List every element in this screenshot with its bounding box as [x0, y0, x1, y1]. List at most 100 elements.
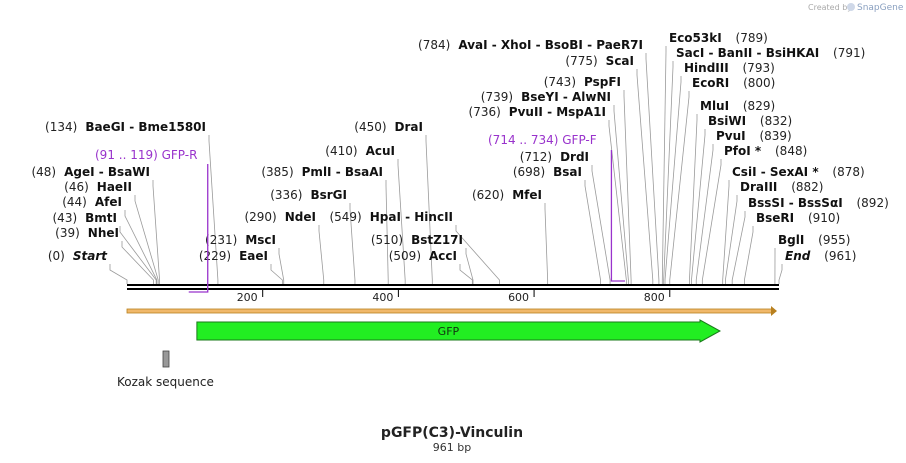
site-saci-banii-bsihkai-label[interactable]: SacI - BanII - BsiHKAI (791): [676, 46, 865, 60]
site-agei-bsawi[interactable]: (48) AgeI - BsaWI: [31, 165, 150, 179]
primer-91-119-gfp-r[interactable]: (91 .. 119) GFP-R: [95, 148, 209, 293]
site-pmli-bsaai-label[interactable]: (385) PmlI - BsaAI: [261, 165, 383, 179]
site-pvui-label[interactable]: PvuI (839): [716, 129, 792, 143]
site-bmti-label[interactable]: (43) BmtI: [53, 211, 118, 225]
site-afei[interactable]: (44) AfeI: [62, 195, 122, 209]
site-pspfi-label[interactable]: (743) PspFI: [544, 75, 621, 89]
site-bsiwi[interactable]: BsiWI (832): [708, 114, 792, 128]
site-hindiii[interactable]: HindIII (793): [684, 61, 775, 75]
site-pmli-bsaai-position: (385): [261, 165, 293, 179]
features: GFP Kozak sequence: [117, 319, 722, 389]
site-nhei[interactable]: (39) NheI: [55, 226, 119, 240]
site-nhei-label[interactable]: (39) NheI: [55, 226, 119, 240]
site-bseyi-alwni[interactable]: (739) BseYI - AlwNI: [481, 90, 611, 104]
primer-label[interactable]: (91 .. 119) GFP-R: [95, 148, 197, 162]
site-end-label[interactable]: End (961): [785, 249, 856, 263]
feature-label: Kozak sequence: [117, 375, 214, 389]
site-msci-label[interactable]: (231) MscI: [205, 233, 276, 247]
site-ndei-label[interactable]: (290) NdeI: [244, 210, 316, 224]
site-bsiwi-label[interactable]: BsiWI (832): [708, 114, 792, 128]
site-pvuii-mspa1i[interactable]: (736) PvuII - MspA1I: [469, 105, 606, 119]
site-agei-bsawi-label[interactable]: (48) AgeI - BsaWI: [31, 165, 150, 179]
site-pvuii-mspa1i-label[interactable]: (736) PvuII - MspA1I: [469, 105, 606, 119]
site-bsrgi[interactable]: (336) BsrGI: [270, 188, 347, 202]
site-drai-label[interactable]: (450) DraI: [354, 120, 423, 134]
site-scai-label[interactable]: (775) ScaI: [565, 54, 634, 68]
site-afei-label[interactable]: (44) AfeI: [62, 195, 122, 209]
site-csii-sexai-name: CsiI - SexAI *: [732, 165, 819, 179]
site-drdi[interactable]: (712) DrdI: [520, 150, 589, 164]
site-acci[interactable]: (509) AccI: [389, 249, 457, 263]
site-bseyi-alwni-label[interactable]: (739) BseYI - AlwNI: [481, 90, 611, 104]
site-bsssi-bsss-i-label[interactable]: BssSI - BssSαI (892): [748, 196, 889, 210]
site-bsai-label[interactable]: (698) BsaI: [513, 165, 582, 179]
site-acci-label[interactable]: (509) AccI: [389, 249, 457, 263]
site-draiii-position: (882): [787, 180, 823, 194]
site-bsai[interactable]: (698) BsaI: [513, 165, 582, 179]
site-mlui-label[interactable]: MluI (829): [700, 99, 775, 113]
site-start-label[interactable]: (0) Start: [48, 249, 108, 263]
site-drai-connector: [425, 135, 433, 284]
site-scai[interactable]: (775) ScaI: [565, 54, 634, 68]
site-csii-sexai[interactable]: CsiI - SexAI * (878): [732, 165, 865, 179]
site-start[interactable]: (0) Start: [48, 249, 108, 263]
site-eaei[interactable]: (229) EaeI: [199, 249, 268, 263]
feature-label: GFP: [438, 325, 460, 338]
site-hindiii-label[interactable]: HindIII (793): [684, 61, 775, 75]
site-bsrgi-label[interactable]: (336) BsrGI: [270, 188, 347, 202]
site-pfoi[interactable]: PfoI * (848): [724, 144, 807, 158]
site-pvui-position: (839): [756, 129, 792, 143]
site-baegi-bme1580i-label[interactable]: (134) BaeGI - Bme1580I: [45, 120, 206, 134]
site-avai-xhoi-bsobi-paer7i-label[interactable]: (784) AvaI - XhoI - BsoBI - PaeR7I: [418, 38, 643, 52]
site-mlui[interactable]: MluI (829): [700, 99, 775, 113]
site-acui-label[interactable]: (410) AcuI: [325, 144, 395, 158]
site-csii-sexai-label[interactable]: CsiI - SexAI * (878): [732, 165, 865, 179]
site-hpai-hincii[interactable]: (549) HpaI - HincII: [329, 210, 453, 224]
site-bseri[interactable]: BseRI (910): [756, 211, 840, 225]
tick-label: 400: [372, 291, 393, 304]
site-baegi-bme1580i[interactable]: (134) BaeGI - Bme1580I: [45, 120, 206, 134]
primer-arrow[interactable]: [188, 164, 209, 293]
site-draiii-label[interactable]: DraIII (882): [740, 180, 823, 194]
site-haeii[interactable]: (46) HaeII: [64, 180, 132, 194]
site-scai-name: ScaI: [606, 54, 634, 68]
site-msci[interactable]: (231) MscI: [205, 233, 276, 247]
site-mfei[interactable]: (620) MfeI: [472, 188, 542, 202]
site-ndei[interactable]: (290) NdeI: [244, 210, 316, 224]
site-pvui[interactable]: PvuI (839): [716, 129, 792, 143]
site-bgli[interactable]: BglI (955): [778, 233, 850, 247]
site-acui[interactable]: (410) AcuI: [325, 144, 395, 158]
site-bgli-label[interactable]: BglI (955): [778, 233, 850, 247]
site-haeii-label[interactable]: (46) HaeII: [64, 180, 132, 194]
site-bstz17i[interactable]: (510) BstZ17I: [371, 233, 463, 247]
feature-arrow[interactable]: [196, 319, 722, 343]
feature-kozak-sequence[interactable]: Kozak sequence: [117, 350, 214, 389]
site-end[interactable]: End (961): [785, 249, 856, 263]
site-eco53ki-label[interactable]: Eco53kI (789): [669, 31, 768, 45]
feature-gfp[interactable]: GFP: [196, 319, 722, 343]
site-drai[interactable]: (450) DraI: [354, 120, 423, 134]
site-draiii[interactable]: DraIII (882): [740, 180, 823, 194]
site-pmli-bsaai[interactable]: (385) PmlI - BsaAI: [261, 165, 383, 179]
site-drdi-label[interactable]: (712) DrdI: [520, 150, 589, 164]
site-saci-banii-bsihkai[interactable]: SacI - BanII - BsiHKAI (791): [676, 46, 865, 60]
site-pvuii-mspa1i-connector: [608, 120, 627, 284]
feature-box[interactable]: [162, 350, 170, 368]
site-ecori[interactable]: EcoRI (800): [692, 76, 775, 90]
primer-arrow[interactable]: [610, 150, 625, 282]
site-hpai-hincii-label[interactable]: (549) HpaI - HincII: [329, 210, 453, 224]
site-eco53ki[interactable]: Eco53kI (789): [669, 31, 768, 45]
site-eaei-label[interactable]: (229) EaeI: [199, 249, 268, 263]
site-avai-xhoi-bsobi-paer7i[interactable]: (784) AvaI - XhoI - BsoBI - PaeR7I: [418, 38, 643, 52]
site-bsssi-bsss-i[interactable]: BssSI - BssSαI (892): [748, 196, 889, 210]
primer-714-734-gfp-f[interactable]: (714 .. 734) GFP-F: [488, 133, 625, 282]
site-bseri-label[interactable]: BseRI (910): [756, 211, 840, 225]
site-ecori-label[interactable]: EcoRI (800): [692, 76, 775, 90]
site-pspfi[interactable]: (743) PspFI: [544, 75, 621, 89]
site-bmti[interactable]: (43) BmtI: [53, 211, 118, 225]
site-bstz17i-label[interactable]: (510) BstZ17I: [371, 233, 463, 247]
site-pfoi-label[interactable]: PfoI * (848): [724, 144, 807, 158]
site-mfei-label[interactable]: (620) MfeI: [472, 188, 542, 202]
map-length: 961 bp: [433, 441, 471, 454]
primer-label[interactable]: (714 .. 734) GFP-F: [488, 133, 597, 147]
